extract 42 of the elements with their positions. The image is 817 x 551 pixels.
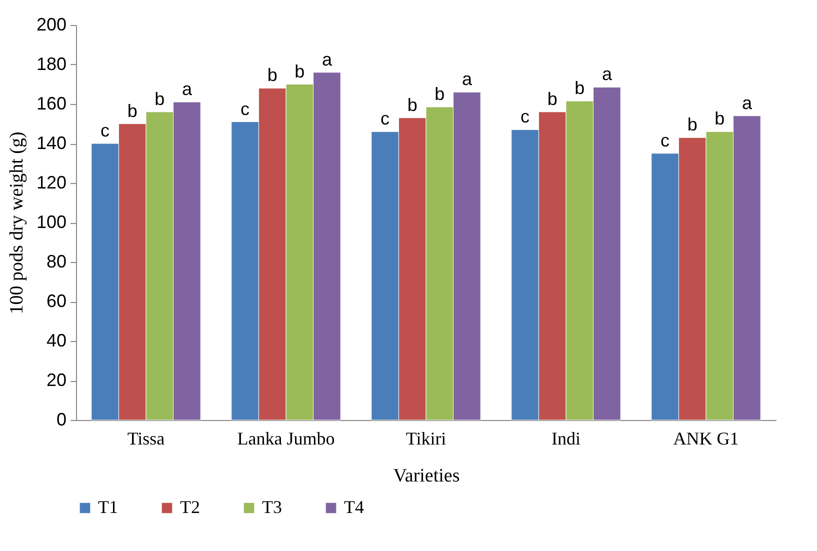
data-label: c xyxy=(660,130,670,150)
data-label: a xyxy=(322,49,333,70)
y-tick-label: 80 xyxy=(46,252,66,272)
data-label: a xyxy=(182,79,193,100)
y-tick-label: 0 xyxy=(56,410,66,430)
y-tick-label: 160 xyxy=(36,94,66,114)
data-label: b xyxy=(434,84,445,104)
data-label: b xyxy=(547,88,558,109)
data-label: b xyxy=(154,88,165,109)
data-label: b xyxy=(687,114,698,135)
y-tick-label: 60 xyxy=(46,291,66,311)
legend-label: T1 xyxy=(98,497,118,517)
x-tick-label: ANK G1 xyxy=(673,428,739,448)
data-label: c xyxy=(240,98,250,119)
y-tick-label: 180 xyxy=(36,54,66,74)
data-label: b xyxy=(127,100,138,121)
y-tick-label: 40 xyxy=(46,330,66,350)
y-tick-label: 120 xyxy=(36,172,66,192)
legend-label: T3 xyxy=(262,497,282,517)
data-label: a xyxy=(742,92,753,113)
x-tick-label: Tissa xyxy=(127,428,165,448)
y-tick-label: 100 xyxy=(36,212,66,232)
x-tick-label: Indi xyxy=(552,428,580,448)
data-label: c xyxy=(380,108,390,129)
data-label: b xyxy=(267,65,278,86)
y-axis-title: 100 pods dry weight (g) xyxy=(6,132,28,314)
y-tick-label: 200 xyxy=(36,14,66,34)
x-tick-label: Lanka Jumbo xyxy=(237,428,335,448)
data-label: c xyxy=(520,106,530,127)
data-label: b xyxy=(407,94,418,115)
data-label: a xyxy=(602,64,613,84)
x-axis-title: Varieties xyxy=(393,466,460,486)
data-label: a xyxy=(462,69,473,90)
data-label: b xyxy=(294,61,305,82)
x-tick-label: Tikiri xyxy=(406,428,446,448)
data-label: b xyxy=(714,108,725,129)
y-tick-label: 140 xyxy=(36,133,66,153)
legend-label: T2 xyxy=(180,497,200,517)
y-tick-label: 20 xyxy=(46,370,66,390)
legend-label: T4 xyxy=(344,497,364,517)
data-label: b xyxy=(574,78,585,98)
data-label: c xyxy=(100,120,110,140)
